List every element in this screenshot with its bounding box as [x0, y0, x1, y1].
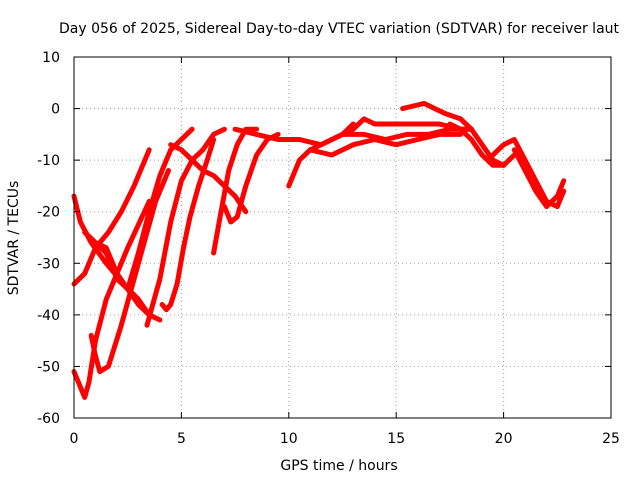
x-tick-label: 10 — [280, 431, 298, 447]
y-tick-label: -50 — [37, 359, 60, 375]
series-arc-17 — [447, 121, 507, 168]
plot-frame — [73, 56, 612, 419]
y-tick-label: -60 — [37, 411, 60, 427]
series-arc-9 — [168, 142, 249, 215]
data-series — [71, 100, 567, 400]
series-arc-4 — [88, 168, 171, 375]
chart-title: Day 056 of 2025, Sidereal Day-to-day VTE… — [59, 21, 620, 37]
series-arc-1 — [71, 193, 152, 318]
series-arc-14 — [307, 131, 464, 158]
x-tick-label: 0 — [70, 431, 79, 447]
x-tick-label: 5 — [177, 431, 186, 447]
series-arc-10 — [211, 126, 260, 256]
series-arc-18 — [490, 137, 567, 210]
y-tick-label: 0 — [51, 102, 60, 118]
grid-lines — [74, 57, 611, 418]
series-arc-16 — [400, 100, 517, 168]
y-tick-label: 10 — [42, 50, 60, 66]
y-tick-label: -40 — [37, 308, 60, 324]
y-tick-label: -20 — [37, 205, 60, 221]
axis-ticks: 0 5 10 15 20 25 10 0 -10 -20 -30 -40 -50 -60 — [37, 50, 620, 447]
x-tick-label: 20 — [495, 431, 513, 447]
series-arc-6 — [93, 126, 195, 292]
y-axis-title: SDTVAR / TECUs — [6, 181, 22, 296]
x-axis-title: GPS time / hours — [280, 458, 397, 474]
y-tick-label: -10 — [37, 153, 60, 169]
x-tick-label: 15 — [387, 431, 405, 447]
y-tick-label: -30 — [37, 256, 60, 272]
series-arc-12 — [232, 126, 474, 148]
x-tick-label: 25 — [602, 431, 620, 447]
series-arc-7 — [144, 126, 227, 328]
series-arc-2 — [71, 147, 152, 287]
series-arc-19 — [511, 147, 567, 210]
series-arc-3 — [71, 198, 152, 400]
